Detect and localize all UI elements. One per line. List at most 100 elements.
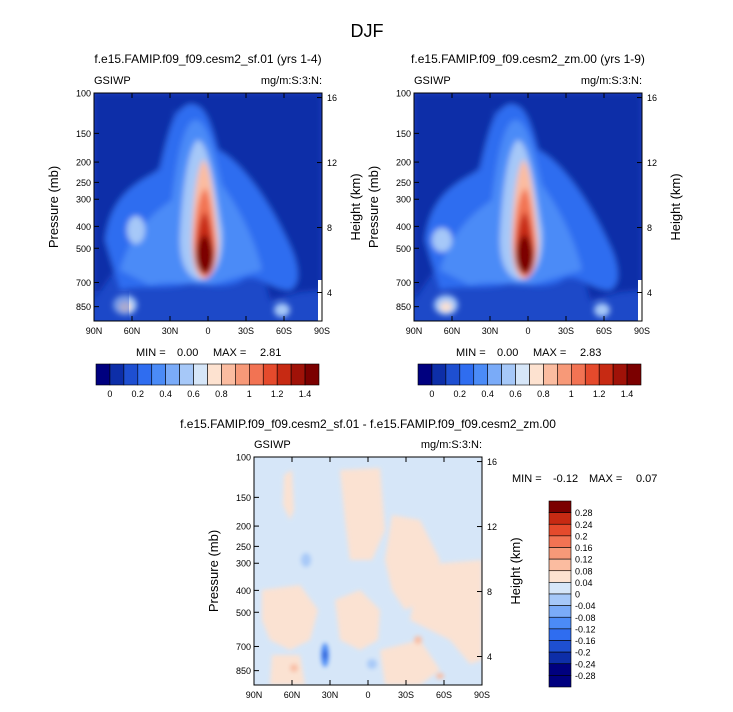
colorbar-swatch	[548, 640, 572, 653]
panel-1-ylabel-right: Height (km)	[348, 173, 363, 240]
colorbar-swatch	[571, 363, 586, 386]
colorbar-swatch	[548, 605, 572, 618]
colorbar-swatch	[548, 651, 572, 665]
x-tick-label: 60S	[596, 326, 612, 336]
colorbar-label: -0.2	[575, 648, 591, 658]
colorbar-swatch	[598, 363, 614, 386]
panel-2-right-label: mg/m:S:3:N:	[581, 75, 642, 87]
panel-3-ylabel: Pressure (mb)	[206, 530, 221, 612]
colorbar-swatch	[548, 582, 572, 595]
colorbar-label: 0.08	[575, 566, 593, 576]
colorbar-swatch	[193, 363, 208, 386]
colorbar-swatch	[151, 363, 166, 386]
x-tick-label: 30S	[558, 326, 574, 336]
y-tick-label: 850	[396, 302, 411, 312]
colorbar-label: -0.04	[575, 601, 596, 611]
colorbar-swatch	[304, 363, 320, 386]
x-tick-label: 30S	[398, 690, 414, 700]
x-tick-label: 90S	[314, 326, 330, 336]
panel-2-colorbar: 0 0.2 0.4 0.6 0.8 1 1.2 1.4	[417, 363, 642, 399]
colorbar-swatch	[487, 363, 502, 386]
colorbar-swatch	[548, 523, 572, 537]
colorbar-label: 0.6	[187, 389, 200, 399]
colorbar-label: 0.4	[159, 389, 172, 399]
panel-1-height-ticks: 16 12 8 4	[317, 93, 337, 298]
panel-3-x-ticks: 90N 60N 30N 0 30S 60S 90S	[246, 457, 490, 700]
panel-3-min-label: MIN =	[512, 473, 542, 485]
height-tick-label: 8	[647, 223, 652, 233]
panel-3-max-label: MAX =	[589, 473, 622, 485]
height-tick-label: 16	[327, 93, 337, 103]
panel-3-right-label: mg/m:S:3:N:	[421, 439, 482, 451]
colorbar-label: 0.6	[509, 389, 522, 399]
panel-1-ylabel: Pressure (mb)	[46, 166, 61, 248]
colorbar-swatch	[165, 363, 180, 386]
colorbar-swatch	[276, 363, 292, 386]
colorbar-swatch	[235, 363, 250, 386]
y-tick-label: 200	[76, 158, 91, 168]
panel-2-max-label: MAX =	[533, 347, 566, 359]
panel-1-min-value: 0.00	[177, 347, 198, 359]
y-tick-label: 500	[76, 244, 91, 254]
colorbar-swatch	[548, 570, 572, 583]
colorbar-swatch	[501, 363, 516, 386]
colorbar-label: 0.24	[575, 520, 593, 530]
colorbar-label: 0	[429, 389, 434, 399]
height-tick-label: 16	[487, 457, 497, 467]
y-tick-label: 500	[396, 244, 411, 254]
height-tick-label: 12	[327, 158, 337, 168]
colorbar-swatch	[543, 363, 558, 386]
panel-2-title: f.e15.FAMIP.f09_f09.cesm2_zm.00 (yrs 1-9…	[411, 52, 645, 66]
y-tick-label: 400	[236, 586, 251, 596]
colorbar-swatch	[626, 363, 642, 386]
panel-2-height-ticks: 16 12 8 4	[637, 93, 657, 298]
colorbar-label: 0.16	[575, 543, 593, 553]
colorbar-label: 1	[569, 389, 574, 399]
height-tick-label: 16	[647, 93, 657, 103]
colorbar-label: 1.2	[593, 389, 606, 399]
panel-3-left-label: GSIWP	[254, 439, 291, 451]
panel-1-colorbar: 0 0.2 0.4 0.6 0.8 1 1.2 1.4	[95, 363, 320, 399]
panel-1-field	[94, 93, 322, 321]
panel-3-ylabel-right: Height (km)	[508, 537, 523, 604]
height-tick-label: 4	[487, 652, 492, 662]
panel-2-min-value: 0.00	[497, 347, 518, 359]
colorbar-label: 1.2	[271, 389, 284, 399]
colorbar-swatch	[612, 363, 628, 386]
colorbar-label: -0.08	[575, 613, 596, 623]
colorbar-swatch	[548, 593, 572, 606]
colorbar-label: 0	[107, 389, 112, 399]
y-tick-label: 100	[236, 453, 251, 463]
panel-2: f.e15.FAMIP.f09_f09.cesm2_zm.00 (yrs 1-9…	[366, 52, 683, 399]
colorbar-label: 0.8	[537, 389, 550, 399]
y-tick-label: 200	[236, 522, 251, 532]
y-tick-label: 850	[76, 302, 91, 312]
y-tick-label: 100	[396, 89, 411, 99]
colorbar-label: -0.24	[575, 659, 596, 669]
x-tick-label: 0	[525, 326, 530, 336]
colorbar-swatch	[529, 363, 544, 386]
colorbar-swatch	[473, 363, 488, 386]
colorbar-swatch	[548, 675, 572, 688]
x-tick-label: 30N	[482, 326, 499, 336]
colorbar-swatch	[249, 363, 264, 386]
colorbar-label: 0.04	[575, 578, 593, 588]
panel-2-y-ticks: 100 150 200 250 300 400 500 700 850	[396, 89, 419, 312]
panel-2-ylabel: Pressure (mb)	[366, 166, 381, 248]
colorbar-label: 0.4	[481, 389, 494, 399]
panel-3-field	[254, 457, 482, 685]
x-tick-label: 60N	[444, 326, 461, 336]
panel-3-colorbar: 0.280.240.20.160.120.080.040-0.04-0.08-0…	[548, 500, 596, 688]
colorbar-label: -0.12	[575, 624, 596, 634]
panel-1-right-label: mg/m:S:3:N:	[261, 75, 322, 87]
panel-1-title: f.e15.FAMIP.f09_f09.cesm2_sf.01 (yrs 1-4…	[94, 52, 321, 66]
colorbar-label: 0.28	[575, 508, 593, 518]
height-tick-label: 8	[327, 223, 332, 233]
x-tick-label: 60N	[284, 690, 301, 700]
y-tick-label: 850	[236, 666, 251, 676]
x-tick-label: 60S	[436, 690, 452, 700]
y-tick-label: 150	[396, 129, 411, 139]
y-tick-label: 150	[76, 129, 91, 139]
y-tick-label: 300	[76, 195, 91, 205]
x-tick-label: 30N	[162, 326, 179, 336]
